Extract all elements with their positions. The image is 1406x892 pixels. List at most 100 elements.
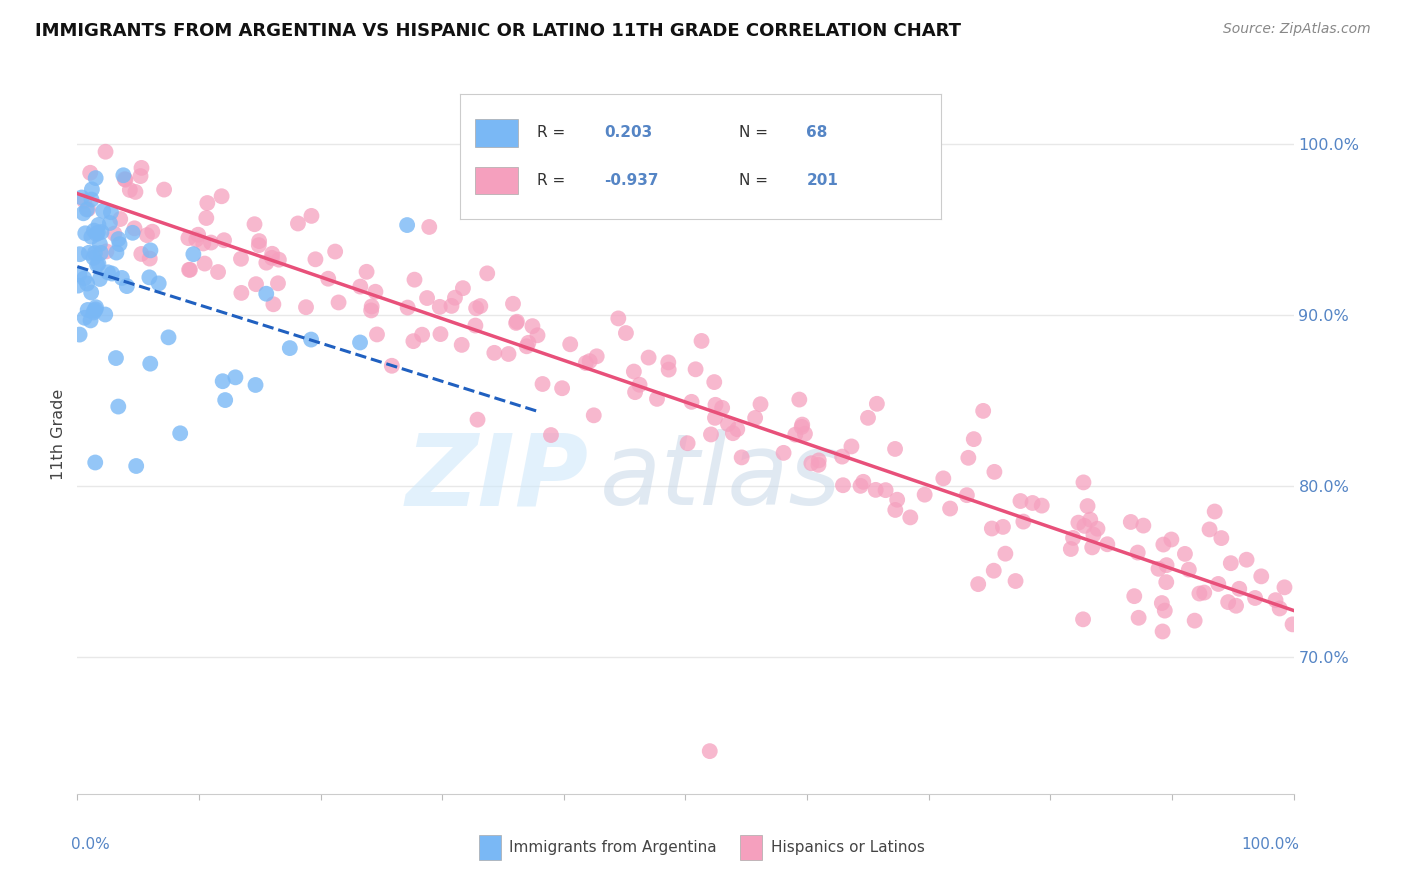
Point: [1150, 596, 1173, 610]
Point: [939, 501, 962, 516]
Point: [90, 225, 112, 239]
Point: [91, 203, 114, 218]
Point: [787, 392, 810, 407]
Point: [301, 209, 323, 223]
Point: [121, 226, 143, 240]
Point: [1060, 541, 1083, 556]
Point: [807, 458, 830, 472]
Point: [69, 247, 91, 261]
Point: [700, 427, 723, 442]
Point: [153, 183, 176, 197]
Point: [87, 218, 110, 232]
FancyBboxPatch shape: [478, 835, 501, 860]
Point: [207, 265, 229, 279]
Point: [131, 247, 153, 261]
Point: [1268, 601, 1291, 615]
Point: [792, 417, 814, 432]
Point: [831, 450, 853, 464]
Point: [169, 426, 191, 441]
Point: [467, 412, 489, 426]
Point: [1128, 611, 1150, 625]
Point: [440, 299, 463, 313]
Point: [1081, 541, 1104, 555]
Point: [1160, 533, 1182, 547]
Point: [477, 266, 499, 280]
Point: [101, 267, 124, 281]
Point: [366, 327, 388, 342]
Point: [138, 270, 160, 285]
Point: [852, 475, 875, 489]
Point: [1073, 475, 1095, 490]
Point: [505, 316, 527, 330]
Point: [67, 278, 90, 293]
Point: [856, 410, 879, 425]
Point: [90, 245, 112, 260]
Point: [744, 411, 766, 425]
Point: [89, 272, 111, 286]
Point: [1153, 604, 1175, 618]
Point: [506, 315, 529, 329]
Point: [790, 420, 813, 434]
Point: [1062, 531, 1084, 545]
Point: [323, 244, 346, 259]
Point: [1087, 522, 1109, 536]
Point: [932, 471, 955, 485]
Text: 100.0%: 100.0%: [1241, 837, 1299, 852]
Point: [105, 245, 128, 260]
Point: [1031, 499, 1053, 513]
Point: [607, 311, 630, 326]
Point: [214, 393, 236, 408]
Point: [287, 217, 309, 231]
Point: [100, 205, 122, 219]
Point: [1123, 589, 1146, 603]
Point: [131, 161, 153, 175]
Point: [1206, 577, 1229, 591]
Point: [841, 439, 863, 453]
Point: [704, 398, 727, 412]
Point: [211, 189, 233, 203]
Point: [124, 221, 146, 235]
Point: [994, 547, 1017, 561]
Point: [983, 564, 1005, 578]
Point: [80, 285, 103, 300]
Point: [1219, 556, 1241, 570]
Point: [972, 404, 994, 418]
Point: [89, 237, 111, 252]
Point: [186, 233, 208, 247]
Point: [364, 285, 387, 299]
Point: [1071, 612, 1094, 626]
Point: [1119, 515, 1142, 529]
Point: [83, 246, 105, 260]
Point: [657, 355, 679, 369]
Point: [502, 297, 524, 311]
Point: [1021, 496, 1043, 510]
Point: [247, 234, 270, 248]
Point: [177, 231, 200, 245]
Point: [243, 217, 266, 231]
Point: [94, 145, 117, 159]
Point: [77, 202, 100, 216]
Point: [444, 291, 467, 305]
Point: [800, 456, 823, 470]
Y-axis label: 11th Grade: 11th Grade: [51, 389, 66, 481]
Point: [80, 193, 103, 207]
Point: [76, 302, 98, 317]
Point: [157, 330, 180, 344]
Point: [866, 397, 889, 411]
Point: [1010, 494, 1032, 508]
Point: [124, 185, 146, 199]
Point: [73, 271, 96, 285]
Point: [381, 359, 404, 373]
Point: [498, 347, 520, 361]
Point: [108, 237, 131, 252]
Point: [1204, 504, 1226, 518]
Point: [681, 395, 703, 409]
Point: [278, 341, 301, 355]
Point: [136, 228, 159, 243]
Point: [79, 166, 101, 180]
Point: [187, 227, 209, 242]
Point: [1211, 531, 1233, 545]
Text: IMMIGRANTS FROM ARGENTINA VS HISPANIC OR LATINO 11TH GRADE CORRELATION CHART: IMMIGRANTS FROM ARGENTINA VS HISPANIC OR…: [35, 22, 962, 40]
Point: [84, 300, 107, 314]
Point: [87, 226, 110, 240]
